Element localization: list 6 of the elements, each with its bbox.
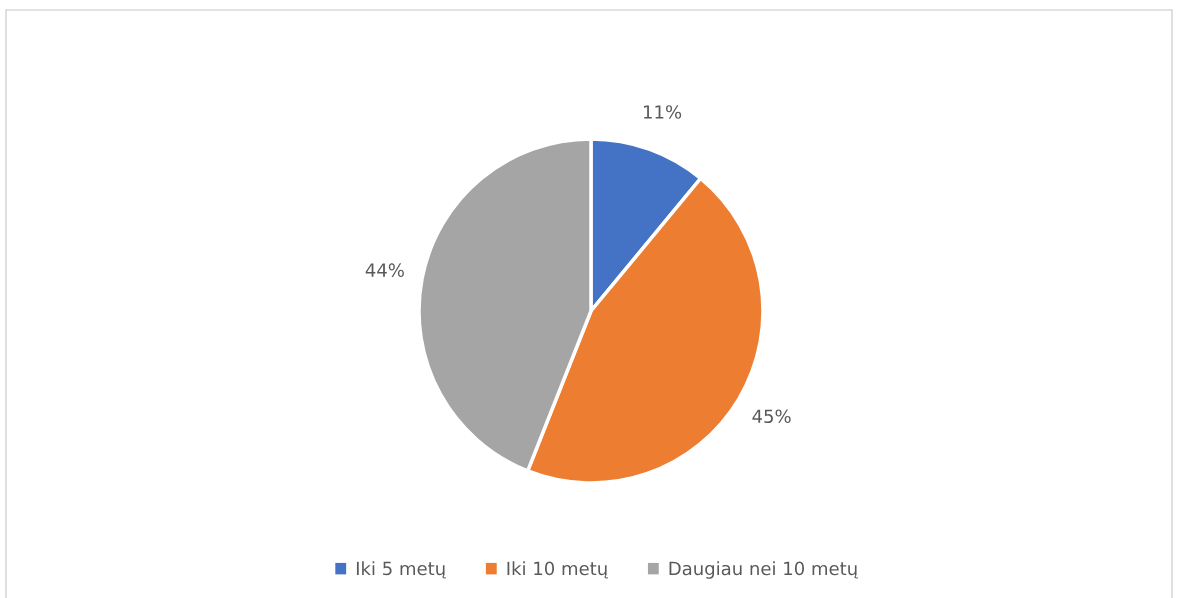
data-label: 11% bbox=[644, 105, 682, 119]
legend-label: Iki 10 metų bbox=[507, 561, 608, 579]
data-label: 45% bbox=[752, 409, 791, 424]
legend-label: Iki 5 metų bbox=[356, 561, 446, 579]
legend-label: Daugiau nei 10 metų bbox=[669, 561, 858, 579]
data-label: 44% bbox=[365, 263, 404, 277]
